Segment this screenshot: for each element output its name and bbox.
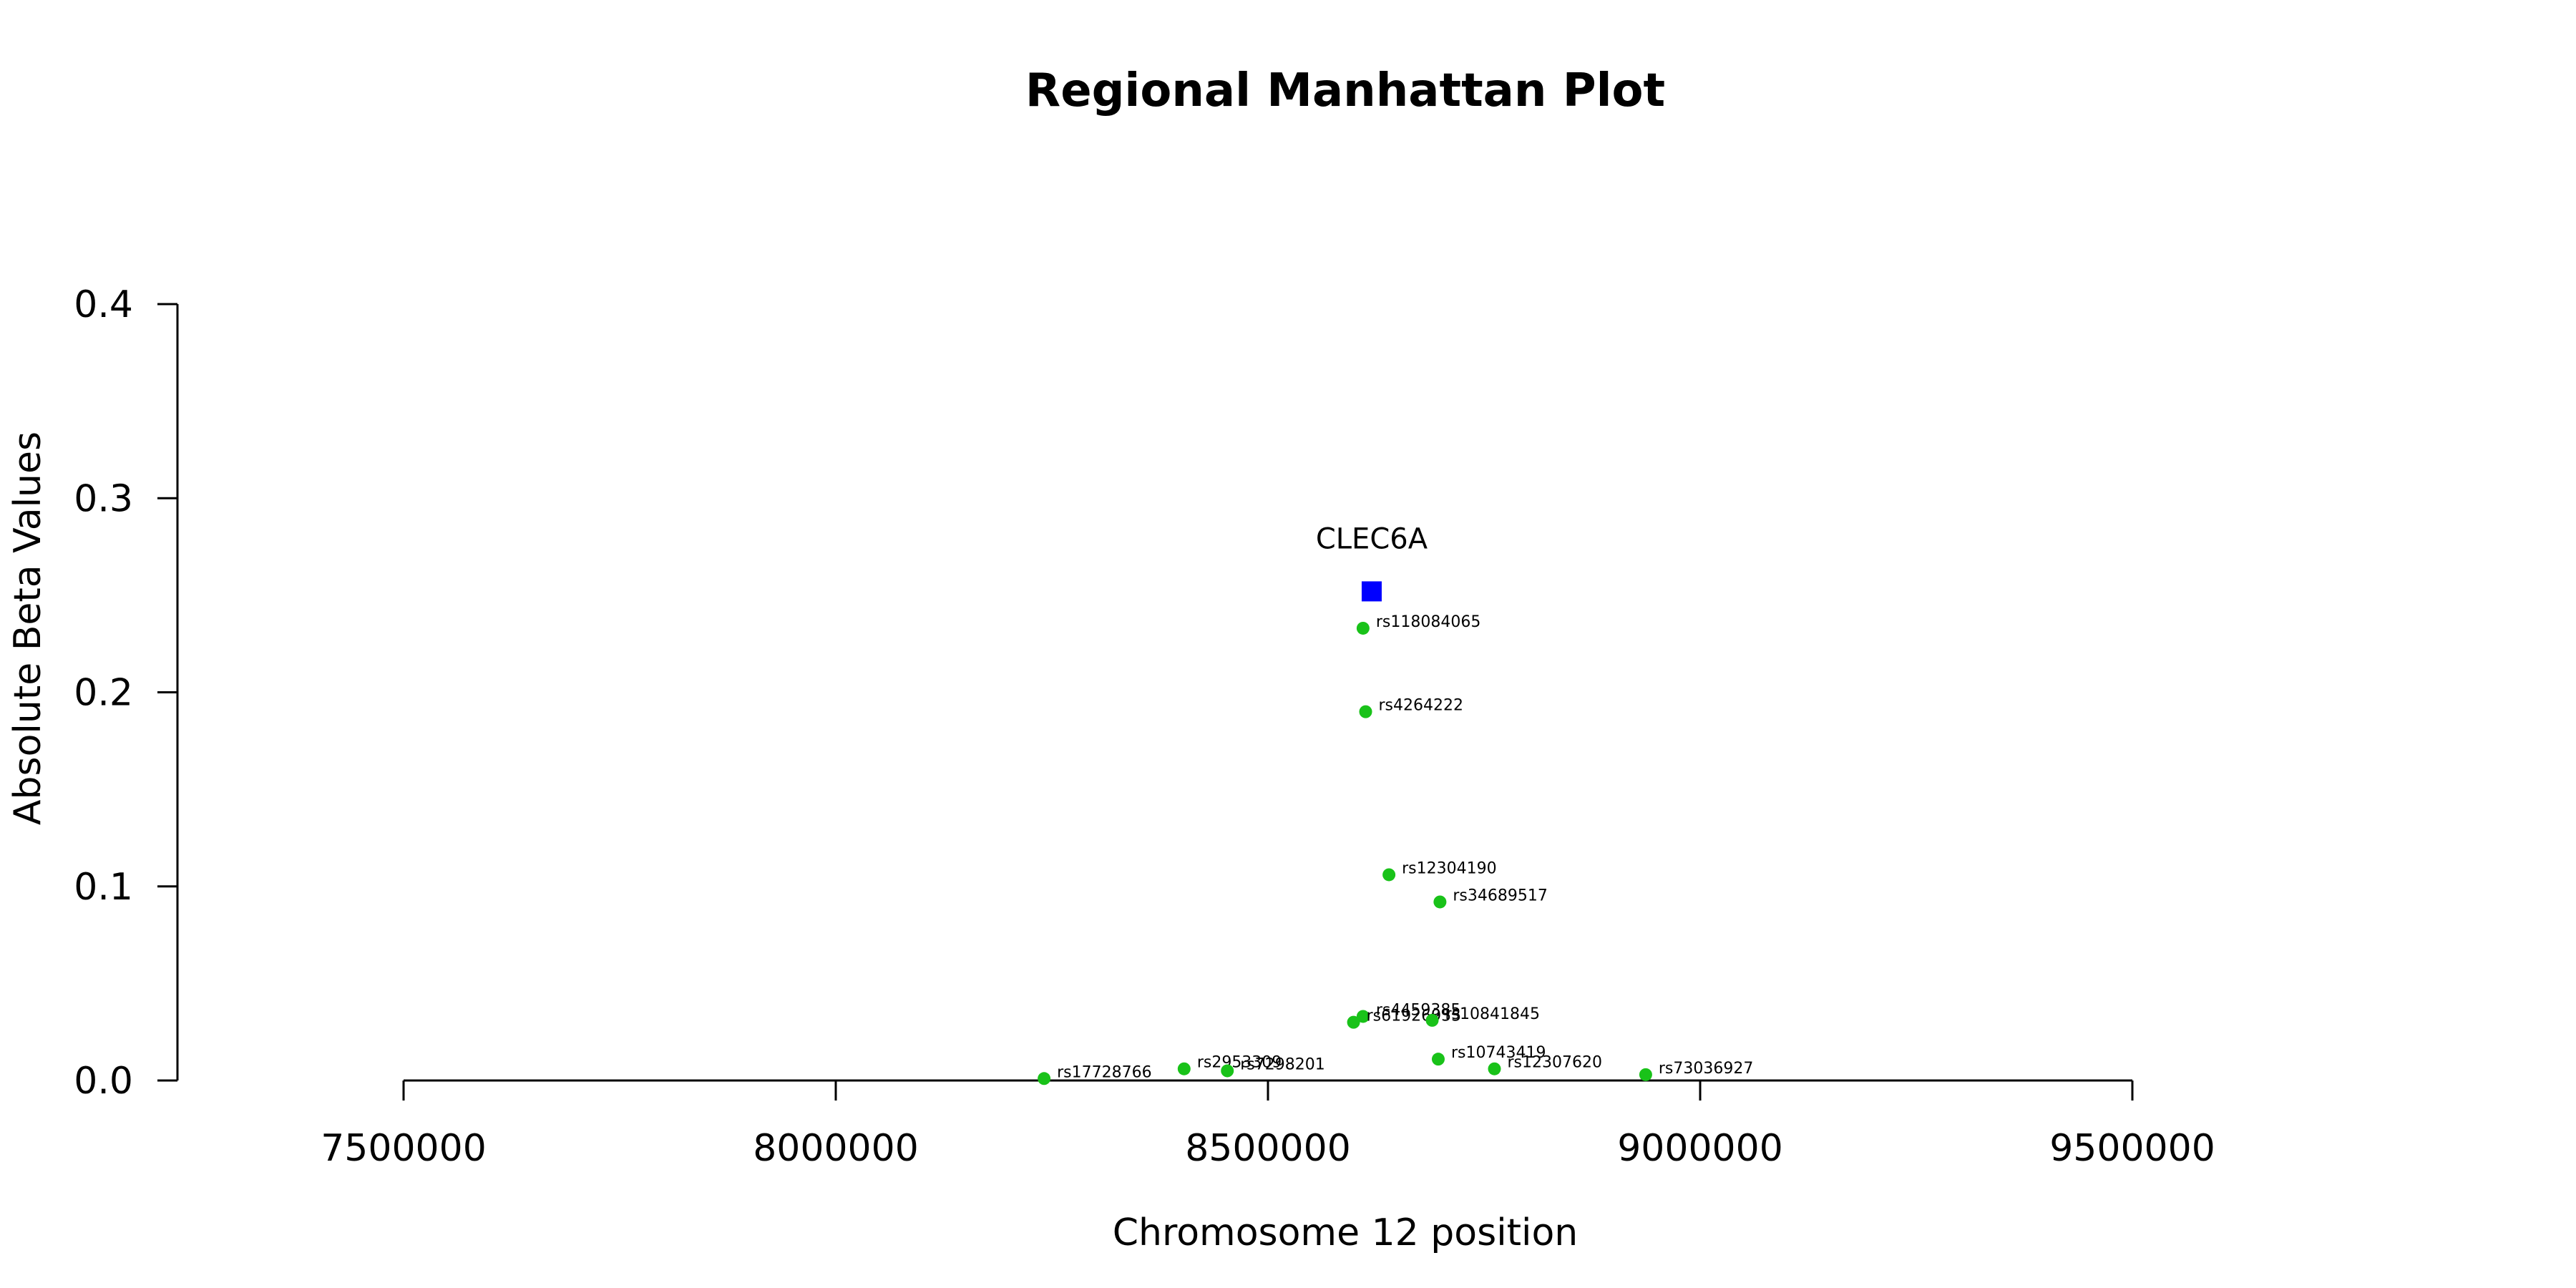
- snp-point: [1382, 868, 1396, 882]
- snp-label: rs10841845: [1445, 1005, 1540, 1023]
- snp-point: [1221, 1064, 1234, 1078]
- snp-point: [1639, 1068, 1652, 1081]
- snp-point: [1177, 1062, 1191, 1075]
- x-tick-label: 9500000: [2049, 1127, 2215, 1170]
- snp-point: [1038, 1072, 1051, 1085]
- y-tick-label: 0.4: [74, 283, 133, 326]
- snp-label: rs4459385: [1376, 1001, 1461, 1019]
- snp-label: rs2953309: [1197, 1054, 1282, 1072]
- snp-label: rs34689517: [1453, 887, 1547, 904]
- x-axis: 7500000 8000000 8500000 9000000 9500000: [321, 1079, 2215, 1170]
- x-tick-label: 8000000: [753, 1127, 919, 1170]
- x-tick-label: 7500000: [321, 1127, 487, 1170]
- gene-label: CLEC6A: [1316, 522, 1428, 555]
- snp-label: rs10743419: [1451, 1044, 1546, 1062]
- gene-marker-group: CLEC6A: [1316, 522, 1428, 602]
- chart-title: Regional Manhattan Plot: [1025, 64, 1665, 117]
- snp-label: rs12307620: [1507, 1054, 1601, 1072]
- x-axis-label: Chromosome 12 position: [1113, 1211, 1579, 1254]
- y-tick-label: 0.3: [74, 477, 133, 520]
- snp-points: rs118084065 rs4264222 rs12304190 rs34689517…: [1038, 613, 1753, 1085]
- snp-label: rs4264222: [1379, 697, 1464, 715]
- snp-label: rs12304190: [1402, 859, 1496, 877]
- snp-label: rs61926955: [1367, 1008, 1461, 1025]
- snp-point: [1356, 1010, 1370, 1023]
- snp-label: rs17728766: [1057, 1063, 1151, 1081]
- x-tick-label: 8500000: [1185, 1127, 1351, 1170]
- snp-point: [1347, 1015, 1360, 1029]
- y-tick-label: 0.1: [74, 866, 133, 909]
- snp-label: rs7298201: [1240, 1055, 1325, 1073]
- snp-point: [1425, 1013, 1439, 1027]
- snp-point: [1356, 621, 1370, 635]
- y-axis: 0.0 0.1 0.2 0.3 0.4: [74, 283, 179, 1103]
- snp-point: [1359, 705, 1372, 718]
- y-tick-label: 0.2: [74, 672, 133, 715]
- snp-label: rs118084065: [1376, 613, 1480, 631]
- x-tick-label: 9000000: [1617, 1127, 1783, 1170]
- snp-point: [1431, 1053, 1445, 1066]
- snp-point: [1433, 895, 1447, 909]
- y-axis-label: Absolute Beta Values: [6, 431, 49, 825]
- snp-point: [1488, 1062, 1501, 1075]
- snp-label: rs73036927: [1659, 1060, 1753, 1078]
- gene-marker: [1361, 581, 1382, 602]
- y-tick-label: 0.0: [74, 1060, 133, 1103]
